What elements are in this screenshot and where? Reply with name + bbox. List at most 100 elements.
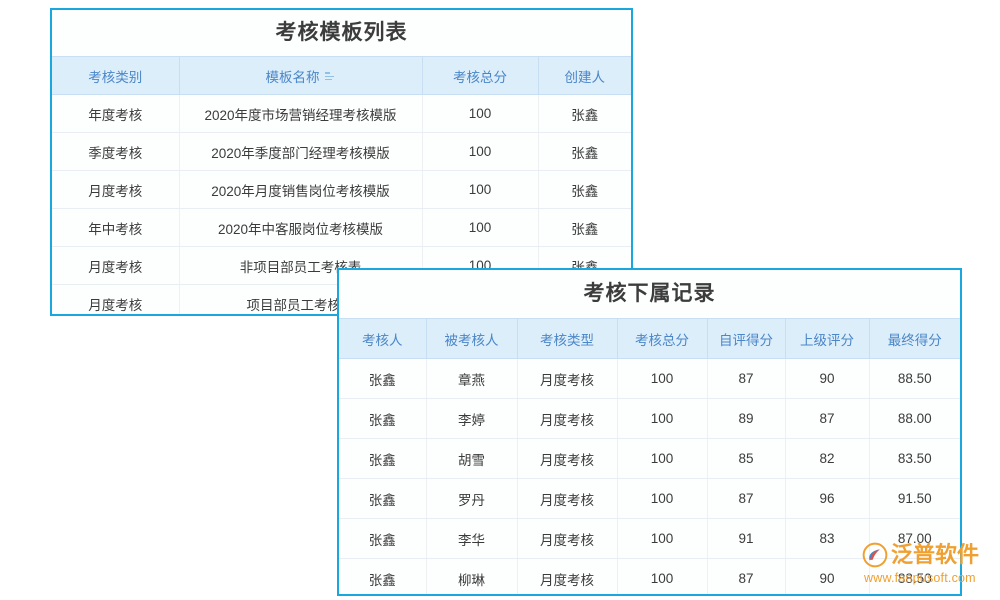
cell-category: 季度考核: [52, 132, 180, 171]
cell-assessor: 张鑫: [339, 558, 427, 594]
cell-total-score: 100: [422, 132, 539, 171]
cell-template-name-link[interactable]: 2020年中客服岗位考核模版: [179, 208, 423, 247]
cell-total-score: 100: [617, 358, 708, 399]
table-row[interactable]: 张鑫 胡雪 月度考核 100 85 82 83.50: [339, 438, 960, 479]
column-header-label: 上级评分: [800, 332, 854, 348]
cell-total-score: 100: [617, 558, 708, 594]
cell-assessment-type: 月度考核: [517, 478, 618, 519]
cell-self-score: 87: [707, 358, 786, 399]
cell-total-score: 100: [422, 208, 539, 247]
cell-assessment-type: 月度考核: [517, 518, 618, 559]
table-row[interactable]: 张鑫 章燕 月度考核 100 87 90 88.50: [339, 358, 960, 399]
cell-category: 月度考核: [52, 246, 180, 285]
column-header-final-score[interactable]: 最终得分: [869, 318, 960, 359]
cell-creator: 张鑫: [538, 132, 631, 171]
cell-template-name-link[interactable]: 2020年度市场营销经理考核模版: [179, 94, 423, 133]
cell-assessee: 罗丹: [426, 478, 518, 519]
cell-creator: 张鑫: [538, 208, 631, 247]
cell-template-name-link[interactable]: 2020年季度部门经理考核模版: [179, 132, 423, 171]
column-header-assessee[interactable]: 被考核人: [426, 318, 518, 359]
cell-superior-score: 96: [785, 478, 870, 519]
table-row[interactable]: 月度考核 2020年月度销售岗位考核模版 100 张鑫: [52, 170, 631, 209]
column-header-label: 考核总分: [453, 69, 507, 85]
column-header-label: 创建人: [564, 69, 606, 85]
column-header-label: 考核类型: [540, 332, 594, 348]
cell-final-score: 91.50: [869, 478, 960, 519]
column-header-category[interactable]: 考核类别: [52, 56, 180, 95]
cell-assessor: 张鑫: [339, 438, 427, 479]
column-header-self-score[interactable]: 自评得分: [707, 318, 786, 359]
column-header-assessor[interactable]: 考核人: [339, 318, 427, 359]
cell-assessor: 张鑫: [339, 478, 427, 519]
column-header-label: 考核类别: [88, 69, 143, 85]
cell-assessor: 张鑫: [339, 358, 427, 399]
assessment-template-list-panel: 考核模板列表 考核类别 模板名称 考核总分 创建人 年度考核 2020年度市场营…: [50, 8, 633, 316]
cell-final-score: 88.50: [869, 558, 960, 594]
cell-category: 月度考核: [52, 170, 180, 209]
column-header-label: 被考核人: [444, 332, 499, 348]
cell-self-score: 87: [707, 558, 786, 594]
cell-category: 年中考核: [52, 208, 180, 247]
cell-assessor: 张鑫: [339, 398, 427, 439]
cell-superior-score: 82: [785, 438, 870, 479]
cell-superior-score: 90: [785, 558, 870, 594]
cell-template-name-link[interactable]: 2020年月度销售岗位考核模版: [179, 170, 423, 209]
column-header-template-name[interactable]: 模板名称: [179, 56, 423, 95]
table-header-row: 考核人 被考核人 考核类型 考核总分 自评得分 上级评分 最终得分: [339, 318, 960, 359]
subordinate-assessment-table: 考核人 被考核人 考核类型 考核总分 自评得分 上级评分 最终得分 张鑫 章燕 …: [339, 318, 960, 594]
sort-list-icon[interactable]: [324, 72, 336, 81]
column-header-total-score[interactable]: 考核总分: [617, 318, 708, 359]
cell-superior-score: 90: [785, 358, 870, 399]
cell-total-score: 100: [617, 478, 708, 519]
cell-self-score: 89: [707, 398, 786, 439]
column-header-assessment-type[interactable]: 考核类型: [517, 318, 618, 359]
table-row[interactable]: 季度考核 2020年季度部门经理考核模版 100 张鑫: [52, 132, 631, 171]
column-header-superior-score[interactable]: 上级评分: [785, 318, 870, 359]
cell-assessor: 张鑫: [339, 518, 427, 559]
cell-self-score: 85: [707, 438, 786, 479]
cell-assessment-type: 月度考核: [517, 358, 618, 399]
cell-self-score: 91: [707, 518, 786, 559]
cell-creator: 张鑫: [538, 170, 631, 209]
cell-final-score: 87.00: [869, 518, 960, 559]
panel-title-templates: 考核模板列表: [52, 10, 631, 56]
cell-category: 月度考核: [52, 284, 180, 314]
cell-assessee: 章燕: [426, 358, 518, 399]
cell-superior-score: 83: [785, 518, 870, 559]
cell-final-score: 83.50: [869, 438, 960, 479]
cell-total-score: 100: [617, 518, 708, 559]
cell-assessment-type: 月度考核: [517, 438, 618, 479]
cell-superior-score: 87: [785, 398, 870, 439]
column-header-creator[interactable]: 创建人: [538, 56, 631, 95]
cell-self-score: 87: [707, 478, 786, 519]
cell-assessment-type: 月度考核: [517, 398, 618, 439]
table-row[interactable]: 张鑫 罗丹 月度考核 100 87 96 91.50: [339, 478, 960, 519]
cell-category: 年度考核: [52, 94, 180, 133]
subordinate-assessment-records-panel: 考核下属记录 考核人 被考核人 考核类型 考核总分 自评得分 上级评分 最终得分…: [337, 268, 962, 596]
column-header-label: 最终得分: [887, 332, 942, 348]
cell-assessment-type: 月度考核: [517, 558, 618, 594]
table-row[interactable]: 年中考核 2020年中客服岗位考核模版 100 张鑫: [52, 208, 631, 247]
cell-final-score: 88.50: [869, 358, 960, 399]
cell-total-score: 100: [422, 170, 539, 209]
column-header-label: 考核总分: [635, 332, 689, 348]
table-header-row: 考核类别 模板名称 考核总分 创建人: [52, 56, 631, 95]
cell-assessee: 柳琳: [426, 558, 518, 594]
table-row[interactable]: 张鑫 柳琳 月度考核 100 87 90 88.50: [339, 558, 960, 594]
column-header-label: 模板名称: [265, 69, 320, 85]
cell-assessee: 胡雪: [426, 438, 518, 479]
column-header-label: 考核人: [362, 332, 403, 348]
cell-final-score: 88.00: [869, 398, 960, 439]
column-header-total-score[interactable]: 考核总分: [422, 56, 539, 95]
panel-title-records: 考核下属记录: [339, 270, 960, 318]
cell-total-score: 100: [617, 438, 708, 479]
cell-total-score: 100: [617, 398, 708, 439]
cell-assessee: 李婷: [426, 398, 518, 439]
table-row[interactable]: 张鑫 李婷 月度考核 100 89 87 88.00: [339, 398, 960, 439]
cell-assessee: 李华: [426, 518, 518, 559]
cell-creator: 张鑫: [538, 94, 631, 133]
table-row[interactable]: 张鑫 李华 月度考核 100 91 83 87.00: [339, 518, 960, 559]
table-row[interactable]: 年度考核 2020年度市场营销经理考核模版 100 张鑫: [52, 94, 631, 133]
cell-total-score: 100: [422, 94, 539, 133]
